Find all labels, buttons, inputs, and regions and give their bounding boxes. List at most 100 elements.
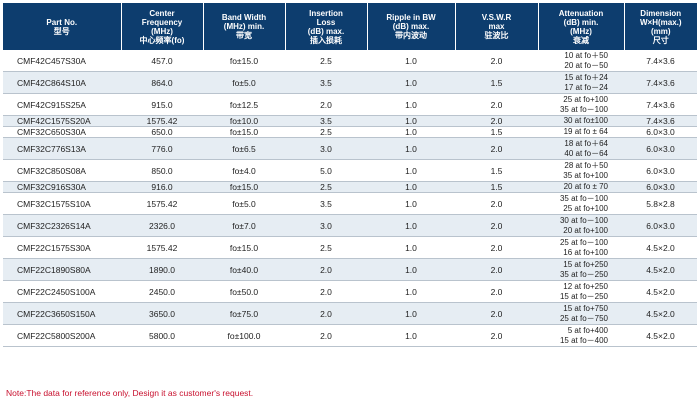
band-width-cell: fo±15.0 [203, 50, 285, 72]
attenuation-line: 20 at fo ± 70 [563, 182, 608, 192]
header-line: V.S.W.R [481, 13, 512, 22]
center-frequency-cell: 864.0 [121, 71, 203, 94]
header-line: 尺寸 [652, 35, 669, 45]
band-width-cell: fo±50.0 [203, 280, 285, 303]
attenuation-line: 25 at fo+100 [563, 203, 608, 213]
dimension-cell: 6.0×3.0 [624, 214, 697, 237]
reference-note: Note:The data for reference only, Design… [6, 388, 254, 398]
insertion-loss-cell: 3.5 [285, 115, 367, 127]
dimension-cell: 4.5×2.0 [624, 302, 697, 325]
vswr-cell: 2.0 [455, 280, 538, 303]
center-frequency-cell: 1575.42 [121, 115, 203, 127]
part-number-cell: CMF32C1575S10A [3, 192, 121, 215]
vswr-cell: 2.0 [455, 258, 538, 281]
part-number-cell: CMF22C1890S80A [3, 258, 121, 281]
table-header: Part No. 型号 Center Frequency (MHz) 中心频率(fo) Ba… [3, 3, 697, 50]
attenuation-line: 35 at fo－100 [559, 104, 608, 114]
center-frequency-cell: 2450.0 [121, 280, 203, 303]
dimension-cell: 6.0×3.0 [624, 181, 697, 193]
ripple-cell: 1.0 [367, 50, 455, 72]
center-frequency-header: Center Frequency (MHz) 中心频率(fo) [120, 3, 203, 50]
header-line: 驻波比 [484, 31, 509, 40]
center-frequency-cell: 1890.0 [121, 258, 203, 281]
vswr-cell: 2.0 [455, 50, 538, 72]
header-line: 带内波动 [395, 31, 427, 40]
attenuation-line: 25 at fo－750 [559, 313, 608, 323]
center-frequency-cell: 915.0 [121, 93, 203, 116]
header-line: Insertion [309, 8, 343, 18]
ripple-cell: 1.0 [367, 302, 455, 325]
header-line: Loss [316, 17, 336, 27]
ripple-cell: 1.0 [367, 159, 455, 182]
header-line: Attenuation [558, 8, 604, 18]
center-frequency-cell: 1575.42 [121, 192, 203, 215]
band-width-cell: fo±4.0 [203, 159, 285, 182]
ripple-cell: 1.0 [367, 258, 455, 281]
attenuation-line: 35 at fo－100 [559, 194, 608, 203]
header-line: 衰减 [573, 35, 589, 45]
insertion-loss-cell: 3.0 [285, 214, 367, 237]
band-width-cell: fo±100.0 [203, 324, 285, 347]
attenuation-line: 17 at fo－24 [564, 82, 608, 92]
table-row: CMF22C5800S200A 5800.0 fo±100.0 2.0 1.0 2.0 5 … [3, 324, 697, 347]
header-line: max [488, 22, 505, 31]
header-line: (MHz) [570, 26, 592, 36]
band-width-cell: fo±75.0 [203, 302, 285, 325]
part-number-cell: CMF42C915S25A [3, 93, 121, 116]
vswr-cell: 2.0 [455, 93, 538, 116]
header-line: Band Width [221, 13, 267, 22]
dimension-cell: 6.0×3.0 [624, 159, 697, 182]
dimension-cell: 6.0×3.0 [624, 137, 697, 160]
dimension-header: Dimension W×H(max.) (mm) 尺寸 [623, 3, 697, 50]
center-frequency-cell: 776.0 [121, 137, 203, 160]
dimension-cell: 5.8×2.8 [624, 192, 697, 215]
header-line: (dB) min. [563, 17, 599, 27]
insertion-loss-cell: 2.5 [285, 50, 367, 72]
attenuation-cell: 28 at fo＋50 35 at fo+100 [538, 159, 624, 182]
dimension-cell: 4.5×2.0 [624, 324, 697, 347]
attenuation-line: 16 at fo+100 [563, 247, 608, 257]
part-number-cell: CMF32C2326S14A [3, 214, 121, 237]
center-frequency-cell: 5800.0 [121, 324, 203, 347]
table-row: CMF32C776S13A 776.0 fo±6.5 3.0 1.0 2.0 18 at f… [3, 137, 697, 160]
insertion-loss-cell: 3.5 [285, 71, 367, 94]
part-number-cell: CMF42C457S30A [3, 50, 121, 72]
header-line: 带宽 [236, 31, 252, 40]
insertion-loss-cell: 2.0 [285, 302, 367, 325]
attenuation-cell: 25 at fo－100 16 at fo+100 [538, 236, 624, 259]
vswr-cell: 2.0 [455, 115, 538, 127]
attenuation-line: 20 at fo－50 [564, 60, 608, 70]
band-width-cell: fo±6.5 [203, 137, 285, 160]
part-number-cell: CMF32C850S08A [3, 159, 121, 182]
attenuation-line: 12 at fo+250 [563, 282, 608, 291]
vswr-cell: 1.5 [455, 159, 538, 182]
header-line: (mm) [650, 26, 671, 36]
band-width-cell: fo±15.0 [203, 181, 285, 193]
header-line: (MHz) min. [223, 22, 265, 31]
insertion-loss-cell: 2.0 [285, 324, 367, 347]
table-row: CMF32C850S08A 850.0 fo±4.0 5.0 1.0 1.5 28 at f… [3, 159, 697, 182]
center-frequency-cell: 2326.0 [121, 214, 203, 237]
center-frequency-cell: 916.0 [121, 181, 203, 193]
attenuation-line: 10 at fo＋50 [564, 51, 608, 60]
attenuation-line: 28 at fo＋50 [564, 161, 608, 170]
band-width-header: Band Width (MHz) min. 带宽 [202, 3, 285, 50]
insertion-loss-cell: 2.5 [285, 236, 367, 259]
part-number-cell: CMF42C1575S20A [3, 115, 121, 127]
attenuation-line: 5 at fo+400 [567, 326, 608, 335]
dimension-cell: 4.5×2.0 [624, 280, 697, 303]
table-row: CMF32C2326S14A 2326.0 fo±7.0 3.0 1.0 2.0 30 at… [3, 214, 697, 237]
dimension-cell: 7.4×3.6 [624, 71, 697, 94]
dimension-cell: 7.4×3.6 [624, 115, 697, 127]
vswr-cell: 2.0 [455, 137, 538, 160]
center-frequency-cell: 850.0 [121, 159, 203, 182]
ripple-cell: 1.0 [367, 137, 455, 160]
table-row: CMF22C1890S80A 1890.0 fo±40.0 2.0 1.0 2.0 15 a… [3, 258, 697, 281]
attenuation-cell: 19 at fo ± 64 [538, 126, 624, 138]
table-row: CMF32C1575S10A 1575.42 fo±5.0 3.5 1.0 2.0 35 a… [3, 192, 697, 215]
attenuation-line: 30 at fo－100 [559, 216, 608, 225]
attenuation-line: 15 at fo－400 [559, 335, 608, 345]
band-width-cell: fo±12.5 [203, 93, 285, 116]
attenuation-line: 15 at fo－250 [559, 291, 608, 301]
header-line: Frequency [141, 17, 183, 27]
